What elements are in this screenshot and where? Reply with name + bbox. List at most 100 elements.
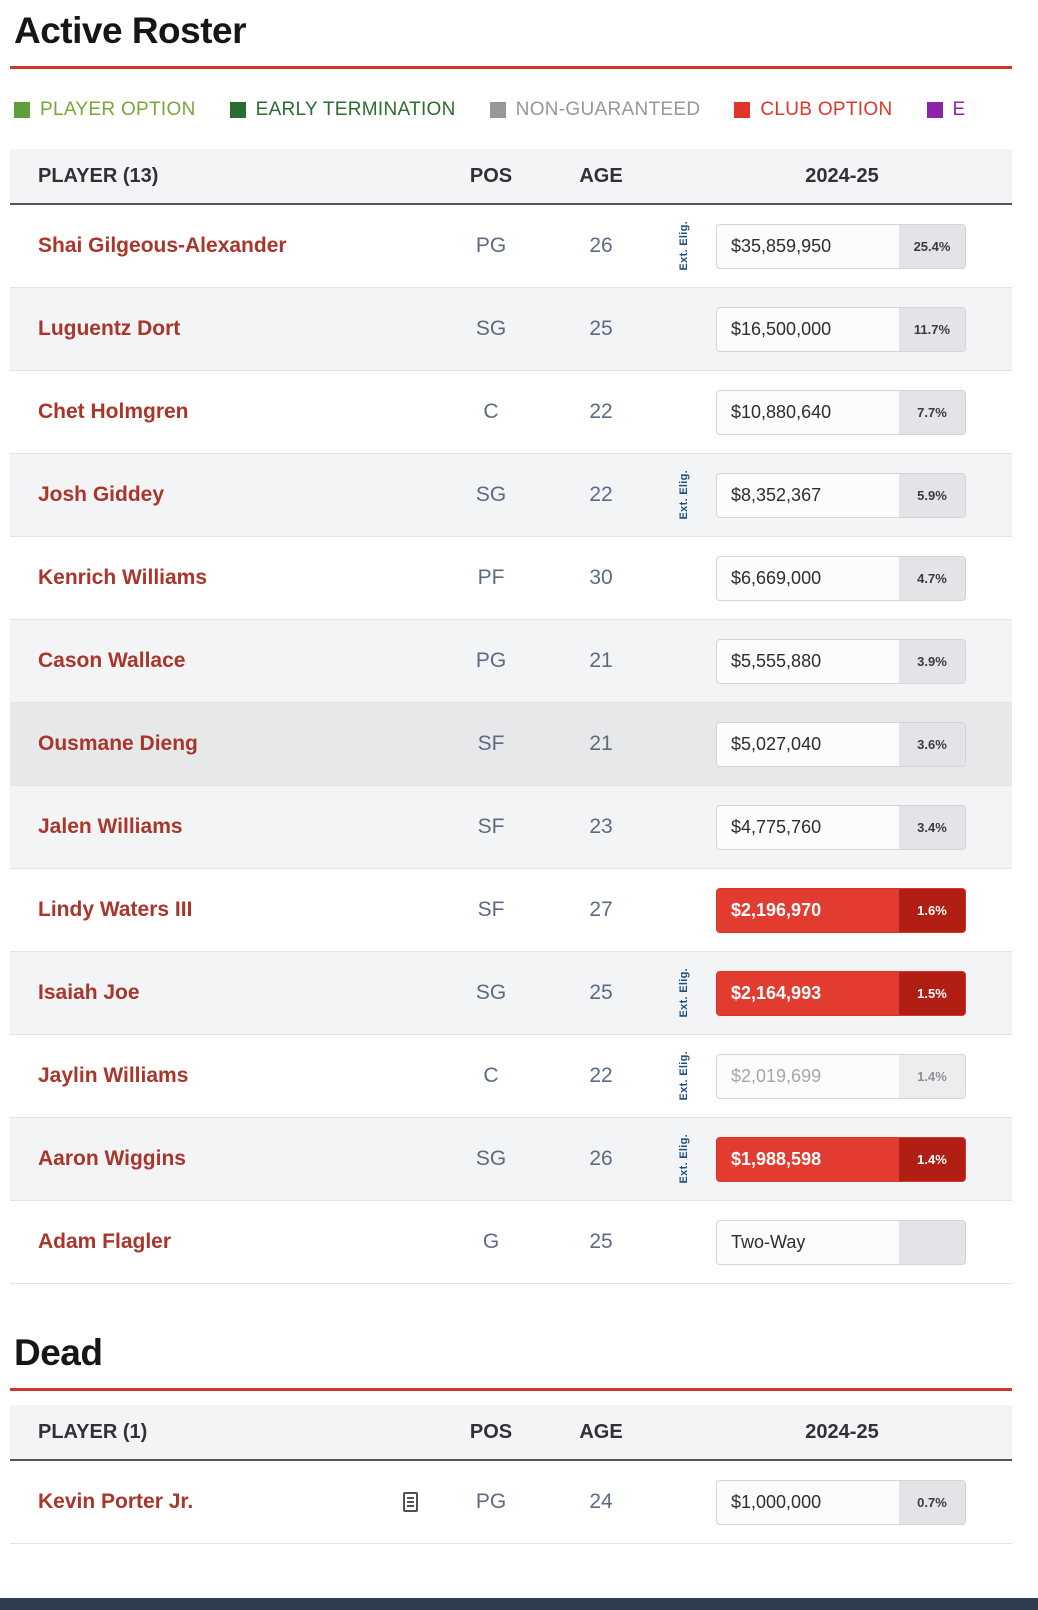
player-link[interactable]: Jalen Williams: [38, 815, 183, 838]
salary-cell: $35,859,950 25.4%: [712, 223, 1012, 269]
ext-elig-cell: [656, 371, 712, 453]
player-link[interactable]: Lindy Waters III: [38, 898, 193, 921]
cap-percentage: 1.5%: [899, 971, 965, 1015]
header-season[interactable]: 2024-25: [805, 1420, 879, 1443]
table-row[interactable]: Chet Holmgren C 22 $10,880,640 7.7%: [10, 371, 1012, 454]
salary-cell: $2,196,970 1.6%: [712, 887, 1012, 933]
player-link[interactable]: Luguentz Dort: [38, 317, 181, 340]
player-name-cell: Josh Giddey: [10, 483, 436, 507]
table-row[interactable]: Luguentz Dort SG 25 $16,500,000 11.7%: [10, 288, 1012, 371]
player-link[interactable]: Isaiah Joe: [38, 981, 140, 1004]
salary-cell: $8,352,367 5.9%: [712, 472, 1012, 518]
header-player[interactable]: PLAYER (1): [38, 1420, 148, 1443]
player-link[interactable]: Cason Wallace: [38, 649, 186, 672]
table-row[interactable]: Jalen Williams SF 23 $4,775,760 3.4%: [10, 786, 1012, 869]
legend-swatch-icon: [489, 102, 506, 118]
salary-pill: $2,019,699 1.4%: [716, 1053, 966, 1099]
dead-section-title: Dead: [14, 1332, 103, 1373]
table-row[interactable]: Lindy Waters III SF 27 $2,196,970 1.6%: [10, 869, 1012, 952]
active-roster-table: PLAYER (13) POS AGE 2024-25 Shai Gilgeou…: [10, 149, 1012, 1284]
table-row[interactable]: Isaiah Joe SG 25 Ext. Elig. $2,164,993 1.5%: [10, 952, 1012, 1035]
ext-elig-cell: [656, 703, 712, 785]
table-row[interactable]: Jaylin Williams C 22 Ext. Elig. $2,019,699 1.…: [10, 1035, 1012, 1118]
salary-pill: $1,000,000 0.7%: [716, 1479, 966, 1525]
ext-elig-cell: [656, 1461, 712, 1543]
legend-label: EARLY TERMINATION: [255, 99, 456, 120]
cap-percentage: 1.4%: [899, 1054, 965, 1098]
player-link[interactable]: Chet Holmgren: [38, 400, 189, 423]
player-link[interactable]: Jaylin Williams: [38, 1064, 189, 1087]
salary-value: $16,500,000: [731, 318, 832, 339]
table-row[interactable]: Cason Wallace PG 21 $5,555,880 3.9%: [10, 620, 1012, 703]
salary-cell: $2,019,699 1.4%: [712, 1053, 1012, 1099]
player-name-cell: Ousmane Dieng: [10, 732, 436, 756]
title-rule: [10, 66, 1012, 69]
player-position: PF: [477, 566, 505, 589]
salary-value: $2,019,699: [731, 1065, 822, 1086]
footer-bar: [0, 1598, 1038, 1610]
table-row[interactable]: Josh Giddey SG 22 Ext. Elig. $8,352,367 5.9%: [10, 454, 1012, 537]
legend-item: CLUB OPTION: [734, 99, 892, 121]
player-name-cell: Jaylin Williams: [10, 1064, 436, 1088]
player-age: 22: [589, 400, 613, 423]
cap-percentage: 11.7%: [899, 307, 965, 351]
player-name-cell: Chet Holmgren: [10, 400, 436, 424]
salary-cell: $1,000,000 0.7%: [712, 1479, 1012, 1525]
salary-value: $1,000,000: [731, 1491, 822, 1512]
header-pos[interactable]: POS: [469, 1420, 513, 1443]
ext-elig-cell: [656, 537, 712, 619]
salary-value: $35,859,950: [731, 235, 832, 256]
player-age: 30: [589, 566, 613, 589]
legend-label: E: [952, 99, 966, 120]
legend-item: EARLY TERMINATION: [229, 99, 456, 121]
salary-pill: $16,500,000 11.7%: [716, 306, 966, 352]
player-link[interactable]: Ousmane Dieng: [38, 732, 198, 755]
player-age: 22: [589, 1064, 613, 1087]
player-link[interactable]: Kenrich Williams: [38, 566, 208, 589]
player-name-cell: Kenrich Williams: [10, 566, 436, 590]
ext-elig-label: Ext. Elig.: [678, 1134, 690, 1184]
player-position: SG: [475, 981, 507, 1004]
player-link[interactable]: Kevin Porter Jr.: [38, 1490, 194, 1513]
salary-pill: $35,859,950 25.4%: [716, 223, 966, 269]
ext-elig-label: Ext. Elig.: [678, 968, 690, 1018]
cap-percentage: 4.7%: [899, 556, 965, 600]
salary-value: $1,988,598: [731, 1148, 822, 1169]
player-link[interactable]: Adam Flagler: [38, 1230, 172, 1253]
table-row[interactable]: Adam Flagler G 25 Two-Way: [10, 1201, 1012, 1284]
header-age[interactable]: AGE: [579, 1420, 623, 1443]
cap-percentage: 25.4%: [899, 224, 965, 268]
contract-notes-icon[interactable]: [403, 1492, 418, 1512]
salary-pill: $1,988,598 1.4%: [716, 1136, 966, 1182]
ext-elig-label: Ext. Elig.: [678, 221, 690, 271]
player-position: G: [482, 1230, 500, 1253]
cap-percentage: [899, 1220, 965, 1264]
header-pos[interactable]: POS: [469, 164, 513, 187]
header-age[interactable]: AGE: [579, 164, 623, 187]
table-row[interactable]: Kevin Porter Jr. PG 24 $1,000,000 0.7%: [10, 1461, 1012, 1544]
player-position: SF: [477, 815, 505, 838]
table-row[interactable]: Aaron Wiggins SG 26 Ext. Elig. $1,988,598 1.4…: [10, 1118, 1012, 1201]
cap-percentage: 7.7%: [899, 390, 965, 434]
table-row[interactable]: Shai Gilgeous-Alexander PG 26 Ext. Elig. $35…: [10, 205, 1012, 288]
table-row[interactable]: Ousmane Dieng SF 21 $5,027,040 3.6%: [10, 703, 1012, 786]
header-season[interactable]: 2024-25: [805, 164, 879, 187]
table-row[interactable]: Kenrich Williams PF 30 $6,669,000 4.7%: [10, 537, 1012, 620]
legend-swatch-icon: [734, 102, 751, 118]
player-name-cell: Jalen Williams: [10, 815, 436, 839]
salary-pill: $5,027,040 3.6%: [716, 721, 966, 767]
player-link[interactable]: Aaron Wiggins: [38, 1147, 186, 1170]
salary-pill: $2,164,993 1.5%: [716, 970, 966, 1016]
ext-elig-cell: [656, 869, 712, 951]
cap-percentage: 1.6%: [899, 888, 965, 932]
player-position: PG: [475, 649, 507, 672]
player-link[interactable]: Shai Gilgeous-Alexander: [38, 234, 287, 257]
salary-value: $2,196,970: [731, 899, 822, 920]
player-link[interactable]: Josh Giddey: [38, 483, 165, 506]
player-position: PG: [475, 1490, 507, 1513]
salary-pill: $6,669,000 4.7%: [716, 555, 966, 601]
legend-label: PLAYER OPTION: [40, 99, 196, 120]
header-player[interactable]: PLAYER (13): [38, 164, 159, 187]
player-name-cell: Luguentz Dort: [10, 317, 436, 341]
player-age: 26: [589, 234, 613, 257]
